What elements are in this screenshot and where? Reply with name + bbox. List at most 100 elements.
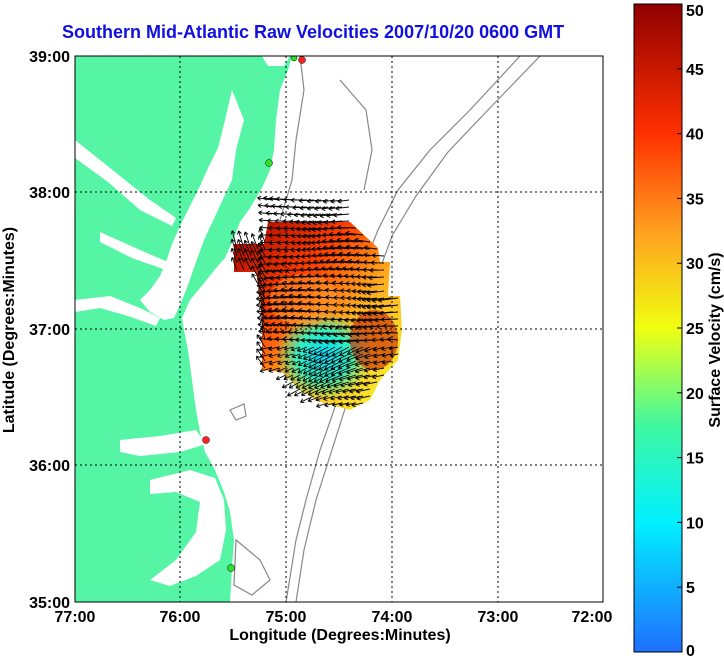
velocity-arrow (314, 206, 329, 211)
x-tick-label: 76:00 (160, 609, 201, 626)
velocity-arrow (250, 249, 259, 264)
velocity-arrow (289, 307, 308, 313)
velocity-arrow (330, 317, 343, 323)
james-river (75, 296, 160, 326)
colorbar-tick-label: 5 (686, 580, 695, 597)
colorbar-label: Surface Velocity (cm/s) (707, 252, 724, 427)
velocity-arrow (355, 252, 371, 257)
x-tick-label: 74:00 (372, 609, 413, 626)
site-marker-green (290, 56, 298, 62)
velocity-arrow (277, 233, 287, 238)
colorbar-scale (633, 3, 683, 653)
potomac-river (75, 140, 176, 226)
velocity-arrow (243, 248, 252, 264)
velocity-arrow (340, 332, 357, 338)
velocity-arrow (325, 294, 336, 300)
velocity-arrow (259, 312, 266, 327)
velocity-arrow (275, 374, 287, 381)
velocity-arrow (300, 395, 315, 404)
velocity-arrow (346, 367, 364, 375)
velocity-arrow (287, 388, 301, 397)
velocity-arrow (333, 295, 343, 301)
velocity-arrow (276, 346, 287, 351)
velocity-arrow (349, 388, 364, 394)
velocity-arrow (322, 238, 343, 244)
velocity-arrow (351, 402, 364, 408)
velocity-arrow (306, 213, 322, 219)
velocity-arrow (319, 331, 336, 337)
velocity-arrow (264, 269, 280, 275)
velocity-arrow (291, 353, 301, 359)
x-tick-label: 72:00 (572, 609, 613, 626)
velocity-arrow (378, 297, 399, 303)
velocity-arrow (337, 273, 350, 279)
colorbar: 0 5 10 15 20 25 30 35 40 45 50 Surface Velocity (c… (633, 3, 724, 659)
velocity-arrow (236, 239, 245, 257)
velocity-arrow (381, 346, 392, 352)
velocity-arrow (298, 307, 315, 313)
velocity-arrow (321, 388, 336, 395)
velocity-arrow (256, 355, 266, 369)
velocity-arrow (321, 266, 336, 271)
pamlico-sound (150, 470, 226, 586)
velocity-arrow (266, 262, 280, 267)
velocity-arrow (297, 360, 308, 367)
velocity-arrow (230, 238, 238, 257)
velocity-arrow (307, 388, 322, 396)
velocity-arrow (306, 198, 322, 204)
x-axis: 77:00 76:00 75:00 74:00 73:00 72:00 Long… (55, 609, 613, 644)
velocity-arrow (266, 301, 287, 307)
velocity-arrow (338, 251, 357, 257)
velocity-arrow (313, 331, 329, 337)
velocity-arrow (301, 219, 315, 225)
velocity-arrow (337, 198, 350, 204)
velocity-arrow (297, 233, 308, 239)
velocity-arrow (368, 275, 385, 281)
velocity-arrow (350, 395, 364, 401)
velocity-arrow (320, 381, 336, 389)
velocity-arrow (314, 381, 329, 390)
site-marker-red (298, 56, 306, 64)
velocity-arrow (347, 258, 364, 264)
velocity-arrow (277, 360, 287, 366)
delaware-bay (262, 56, 290, 66)
x-tick-label: 73:00 (478, 609, 519, 626)
velocity-arrow (296, 374, 308, 382)
velocity-arrow (340, 381, 357, 388)
velocity-arrow (277, 353, 287, 358)
velocity-arrow (250, 233, 259, 250)
velocity-arrow (381, 359, 392, 365)
y-axis-label: Latitude (Degrees:Minutes) (1, 227, 18, 433)
velocity-arrow (243, 239, 252, 257)
velocity-arrow (268, 353, 280, 359)
velocity-arrow (256, 341, 266, 355)
colorbar-tick-label: 30 (686, 256, 704, 273)
velocity-arrow (280, 329, 294, 335)
velocity-arrow (346, 251, 364, 257)
velocity-arrow (337, 225, 357, 230)
velocity-arrow (276, 247, 287, 253)
velocity-arrow (297, 293, 315, 299)
velocity-arrow (331, 219, 350, 225)
velocity-arrow (335, 205, 350, 211)
velocity-arrow (257, 242, 266, 257)
velocity-arrow (250, 241, 259, 257)
velocity-arrow (298, 273, 315, 279)
colorbar-tick-label: 0 (686, 643, 695, 659)
velocity-arrow (369, 267, 385, 273)
velocity-arrow (328, 266, 343, 271)
velocity-arrow (291, 367, 301, 373)
velocity-arrow (352, 296, 364, 301)
velocity-arrow (313, 374, 329, 383)
velocity-arrow (290, 346, 301, 352)
rappahannock-river (100, 232, 168, 270)
velocity-arrow (268, 346, 280, 352)
velocity-arrow (387, 336, 399, 342)
velocity-arrow (290, 274, 308, 279)
colorbar-tick-label: 15 (686, 451, 704, 468)
velocity-arrow (284, 346, 294, 351)
velocity-arrow (268, 240, 280, 246)
velocity-arrow (355, 388, 371, 394)
velocity-arrow (367, 282, 385, 288)
velocity-arrow (230, 230, 238, 250)
